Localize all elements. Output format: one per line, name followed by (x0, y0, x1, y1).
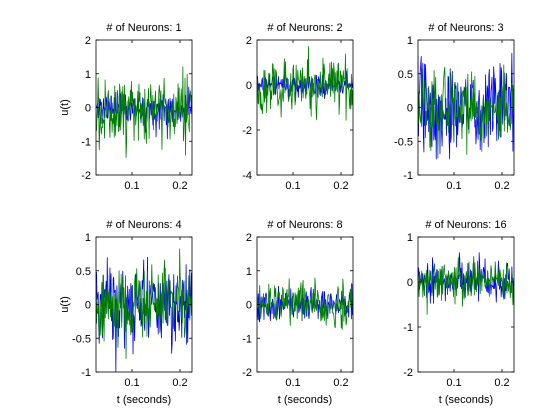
y-tick-label: 1 (85, 232, 91, 244)
x-tick-label: 0.2 (494, 180, 509, 192)
y-tick-label: -1 (242, 333, 252, 345)
x-tick-label: 0.2 (333, 180, 348, 192)
y-tick-label: -1 (81, 136, 91, 148)
y-tick-label: 1 (246, 266, 252, 278)
x-axis-label: t (seconds) (439, 394, 493, 406)
x-axis-label: t (seconds) (278, 394, 332, 406)
x-tick-label: 0.2 (333, 377, 348, 389)
x-tick-label: 0.1 (446, 377, 461, 389)
y-tick-label: -1 (81, 367, 91, 379)
y-tick-label: 2 (246, 35, 252, 47)
y-axis-label: u(t) (59, 296, 71, 313)
y-tick-label: 0.5 (398, 69, 413, 81)
x-tick-label: 0.1 (124, 377, 139, 389)
y-tick-label: 0 (246, 300, 252, 312)
y-tick-label: 0 (85, 103, 91, 115)
subplot-title: # of Neurons: 8 (267, 219, 342, 231)
y-tick-label: -0.5 (394, 136, 413, 148)
y-tick-label: 2 (246, 232, 252, 244)
x-tick-label: 0.2 (172, 180, 187, 192)
x-tick-label: 0.2 (172, 377, 187, 389)
x-tick-label: 0.1 (446, 180, 461, 192)
y-tick-label: 0 (85, 300, 91, 312)
y-tick-label: 1 (407, 35, 413, 47)
y-tick-label: -0.5 (72, 333, 91, 345)
y-tick-label: -2 (403, 367, 413, 379)
x-tick-label: 0.1 (285, 377, 300, 389)
subplot-title: # of Neurons: 3 (428, 22, 503, 34)
x-axis-label: t (seconds) (117, 394, 171, 406)
y-tick-label: 1 (85, 69, 91, 81)
y-tick-label: -2 (242, 367, 252, 379)
subplot-title: # of Neurons: 2 (267, 22, 342, 34)
y-tick-label: -4 (242, 170, 252, 182)
y-tick-label: 0 (407, 277, 413, 289)
y-tick-label: 0 (246, 80, 252, 92)
y-axis-label: u(t) (59, 99, 71, 116)
subplot-title: # of Neurons: 4 (106, 219, 181, 231)
y-tick-label: 2 (85, 35, 91, 47)
y-tick-label: 0.5 (76, 266, 91, 278)
x-tick-label: 0.1 (124, 180, 139, 192)
subplot-title: # of Neurons: 1 (106, 22, 181, 34)
y-tick-label: -1 (403, 322, 413, 334)
y-tick-label: 1 (407, 232, 413, 244)
x-tick-label: 0.2 (494, 377, 509, 389)
y-tick-label: 0 (407, 103, 413, 115)
y-tick-label: -1 (403, 170, 413, 182)
subplot-title: # of Neurons: 16 (425, 219, 506, 231)
y-tick-label: -2 (81, 170, 91, 182)
y-tick-label: -2 (242, 125, 252, 137)
x-tick-label: 0.1 (285, 180, 300, 192)
